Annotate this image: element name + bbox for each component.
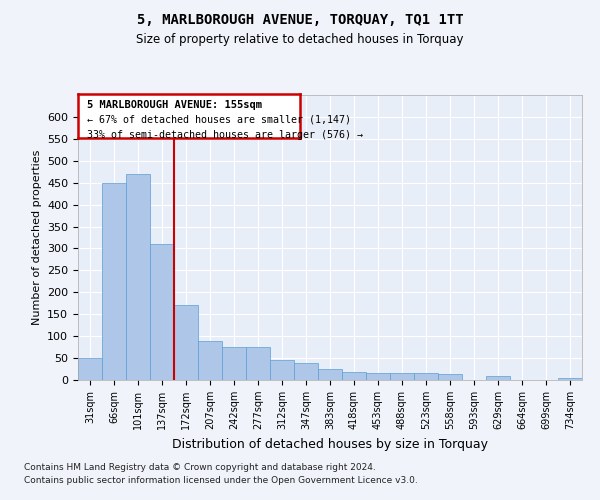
Text: Size of property relative to detached houses in Torquay: Size of property relative to detached ho… bbox=[136, 32, 464, 46]
Text: ← 67% of detached houses are smaller (1,147): ← 67% of detached houses are smaller (1,… bbox=[87, 114, 351, 124]
Bar bbox=[222, 347, 246, 380]
Bar bbox=[102, 182, 126, 380]
Text: 5, MARLBOROUGH AVENUE, TORQUAY, TQ1 1TT: 5, MARLBOROUGH AVENUE, TORQUAY, TQ1 1TT bbox=[137, 12, 463, 26]
Text: 33% of semi-detached houses are larger (576) →: 33% of semi-detached houses are larger (… bbox=[87, 130, 363, 140]
Bar bbox=[414, 373, 438, 380]
Y-axis label: Number of detached properties: Number of detached properties bbox=[32, 150, 41, 325]
Text: 5 MARLBOROUGH AVENUE: 155sqm: 5 MARLBOROUGH AVENUE: 155sqm bbox=[87, 100, 262, 110]
Bar bbox=[438, 374, 462, 380]
Bar bbox=[366, 373, 390, 380]
Text: Contains public sector information licensed under the Open Government Licence v3: Contains public sector information licen… bbox=[24, 476, 418, 485]
Bar bbox=[318, 369, 342, 380]
Bar bbox=[78, 358, 102, 380]
Bar bbox=[558, 378, 582, 380]
Bar bbox=[150, 244, 174, 380]
Bar bbox=[342, 372, 366, 380]
Bar bbox=[246, 347, 270, 380]
Text: Contains HM Land Registry data © Crown copyright and database right 2024.: Contains HM Land Registry data © Crown c… bbox=[24, 462, 376, 471]
Bar bbox=[126, 174, 150, 380]
Bar bbox=[270, 360, 294, 380]
Bar bbox=[486, 376, 510, 380]
Bar bbox=[198, 342, 222, 380]
X-axis label: Distribution of detached houses by size in Torquay: Distribution of detached houses by size … bbox=[172, 438, 488, 450]
Bar bbox=[174, 306, 198, 380]
Bar bbox=[294, 364, 318, 380]
Bar bbox=[390, 373, 414, 380]
